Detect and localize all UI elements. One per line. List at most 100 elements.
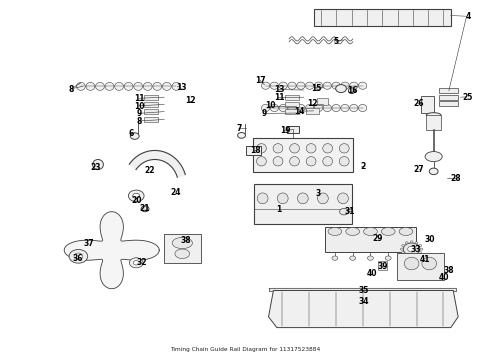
Bar [144,109,158,114]
Polygon shape [269,291,458,328]
Bar [378,261,387,270]
Ellipse shape [425,152,442,162]
Ellipse shape [402,252,405,254]
Text: 16: 16 [347,86,358,95]
Bar [285,109,299,114]
Ellipse shape [403,256,409,260]
Text: 8: 8 [69,85,74,94]
Ellipse shape [315,104,323,112]
Ellipse shape [339,144,349,153]
Ellipse shape [348,88,355,94]
Bar [253,138,353,172]
Ellipse shape [426,113,441,118]
Ellipse shape [279,104,288,112]
Ellipse shape [358,82,367,89]
Text: 35: 35 [358,287,369,295]
Bar [285,95,299,99]
Text: 41: 41 [420,255,431,264]
Ellipse shape [141,206,149,212]
Text: 5: 5 [333,37,338,46]
Ellipse shape [429,168,438,175]
Ellipse shape [270,104,278,112]
Text: 38: 38 [443,266,454,275]
Text: 19: 19 [280,126,291,135]
Text: 8: 8 [137,117,142,126]
Text: 31: 31 [344,207,355,216]
Ellipse shape [273,144,283,153]
Ellipse shape [410,255,413,257]
Ellipse shape [288,82,296,89]
Bar [421,96,434,113]
Bar [144,95,158,100]
Ellipse shape [297,193,308,204]
Text: 39: 39 [378,262,389,271]
Ellipse shape [332,256,338,260]
Text: 33: 33 [410,245,421,253]
Ellipse shape [332,104,340,112]
Bar [246,146,261,155]
Ellipse shape [130,133,139,139]
Ellipse shape [306,82,314,89]
Ellipse shape [257,157,267,166]
Text: 1: 1 [276,205,281,214]
Ellipse shape [410,241,413,243]
Ellipse shape [341,104,349,112]
Bar [164,234,201,263]
Ellipse shape [128,190,144,202]
Polygon shape [64,212,159,289]
Ellipse shape [238,132,245,138]
Bar [314,9,451,26]
Ellipse shape [133,261,139,265]
Ellipse shape [358,104,367,112]
Ellipse shape [262,82,270,89]
Ellipse shape [277,193,288,204]
Ellipse shape [129,258,143,268]
Ellipse shape [420,248,423,250]
Text: Timing Chain Guide Rail Diagram for 11317523884: Timing Chain Guide Rail Diagram for 1131… [170,347,320,352]
Text: 22: 22 [144,166,155,175]
Ellipse shape [290,144,299,153]
Text: 2: 2 [360,162,365,171]
Ellipse shape [124,82,133,90]
Text: 9: 9 [262,109,267,118]
Ellipse shape [403,243,420,255]
Ellipse shape [105,82,114,90]
Text: 26: 26 [414,99,424,108]
Ellipse shape [405,242,408,244]
Ellipse shape [318,193,328,204]
Ellipse shape [408,246,416,252]
Ellipse shape [172,82,181,90]
Text: 37: 37 [84,238,95,248]
Ellipse shape [349,104,358,112]
Bar [285,102,299,107]
Text: 14: 14 [294,107,305,116]
Bar [439,88,458,93]
Text: 40: 40 [439,274,449,282]
Ellipse shape [306,144,316,153]
Ellipse shape [364,228,377,235]
Ellipse shape [404,257,419,270]
Ellipse shape [115,82,123,90]
Text: 12: 12 [307,99,318,108]
Text: 25: 25 [463,93,473,102]
Text: 18: 18 [250,146,261,155]
Ellipse shape [418,244,421,247]
Ellipse shape [385,256,391,260]
Ellipse shape [418,252,421,254]
Ellipse shape [288,104,296,112]
Text: 32: 32 [137,258,147,266]
Ellipse shape [93,159,103,170]
Polygon shape [269,288,456,291]
Ellipse shape [349,82,358,89]
Bar [317,98,328,105]
Ellipse shape [273,157,283,166]
Text: 17: 17 [255,76,266,85]
Ellipse shape [306,157,316,166]
Text: 13: 13 [274,85,285,94]
Ellipse shape [74,253,83,260]
Ellipse shape [400,248,403,250]
Bar [426,115,441,130]
Text: 36: 36 [72,253,83,263]
Ellipse shape [323,157,333,166]
Text: 34: 34 [358,297,369,306]
